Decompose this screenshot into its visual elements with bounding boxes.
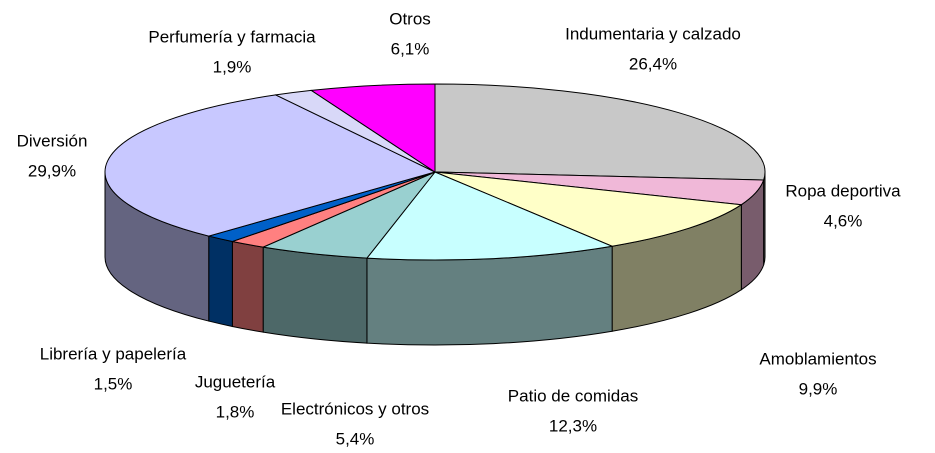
slice-label: Indumentaria y calzado bbox=[565, 24, 741, 43]
slice-side bbox=[208, 235, 233, 328]
slice-label: Librería y papelería bbox=[40, 344, 187, 363]
value-label: 12,3% bbox=[549, 416, 597, 435]
slice-label: Ropa deportiva bbox=[785, 181, 901, 200]
value-label: 1,9% bbox=[213, 57, 252, 76]
value-label: 4,6% bbox=[824, 211, 863, 230]
slice bbox=[434, 83, 766, 181]
slice-label: Diversión bbox=[17, 131, 88, 150]
slice bbox=[309, 83, 436, 173]
slice-label: Juguetería bbox=[195, 372, 276, 391]
value-label: 6,1% bbox=[391, 39, 430, 58]
slice-side bbox=[262, 246, 368, 344]
slice bbox=[104, 94, 437, 237]
slice-label: Otros bbox=[389, 9, 431, 28]
slice bbox=[434, 171, 743, 247]
slice-label: Electrónicos y otros bbox=[281, 399, 429, 418]
slice-label: Amoblamientos bbox=[759, 349, 876, 368]
slice-side bbox=[231, 240, 264, 333]
slice bbox=[365, 171, 614, 261]
value-label: 29,9% bbox=[28, 161, 76, 180]
slice-side bbox=[366, 245, 613, 346]
value-label: 5,4% bbox=[336, 429, 375, 448]
value-label: 1,8% bbox=[216, 402, 255, 421]
slice-label: Perfumería y farmacia bbox=[148, 27, 316, 46]
slice-label: Patio de comidas bbox=[508, 386, 638, 405]
value-label: 9,9% bbox=[799, 379, 838, 398]
value-label: 26,4% bbox=[629, 54, 677, 73]
value-label: 1,5% bbox=[94, 374, 133, 393]
